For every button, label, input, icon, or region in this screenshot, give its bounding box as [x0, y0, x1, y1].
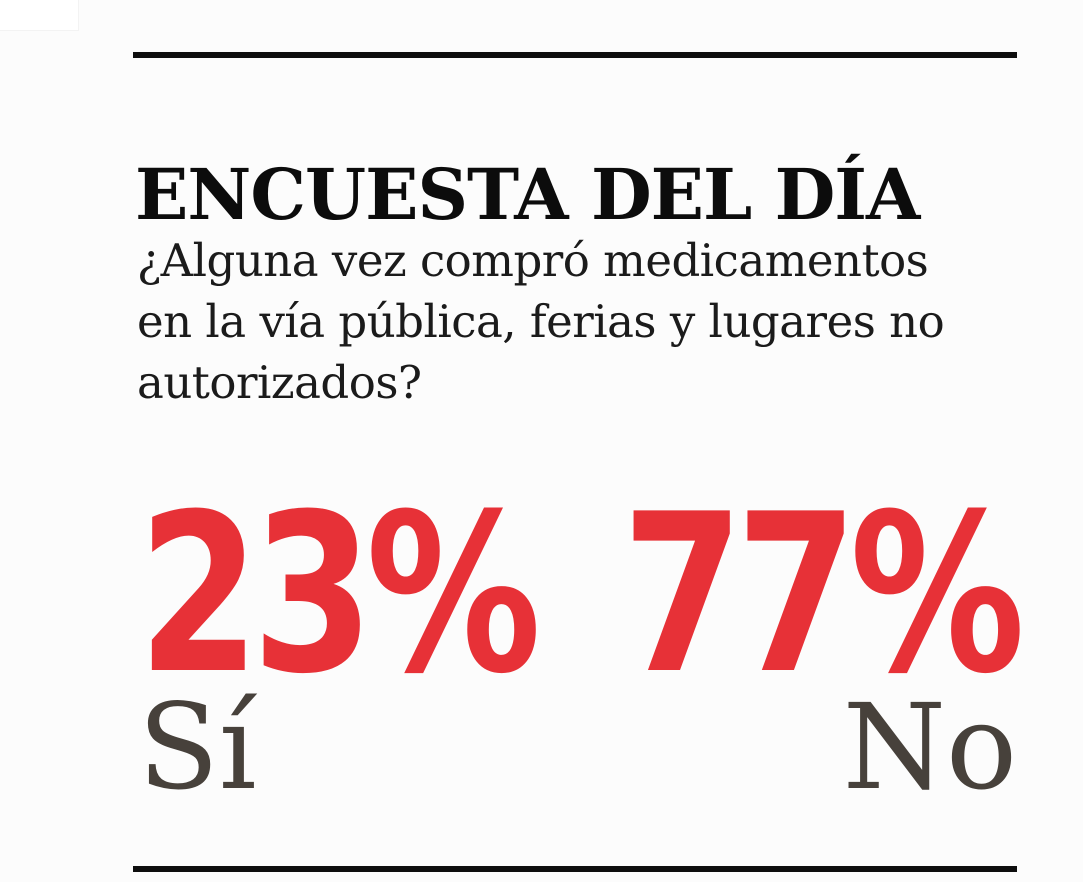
poll-question-line-3: autorizados? [137, 356, 422, 409]
poll-question-line-2: en la vía pública, ferias y lugares no [137, 295, 945, 348]
top-divider [133, 52, 1017, 58]
page-title: ENCUESTA DEL DÍA [135, 152, 920, 236]
poll-question-line-1: ¿Alguna vez compró medicamentos [137, 234, 929, 287]
result-no-label: No [842, 678, 1017, 816]
result-yes-label: Sí [138, 678, 257, 816]
bottom-divider [133, 866, 1017, 872]
result-no-percentage: 77% [621, 467, 1025, 722]
poll-question: ¿Alguna vez compró medicamentos en la ví… [137, 230, 945, 413]
corner-decoration [0, 0, 79, 31]
result-yes-percentage: 23% [138, 467, 541, 722]
